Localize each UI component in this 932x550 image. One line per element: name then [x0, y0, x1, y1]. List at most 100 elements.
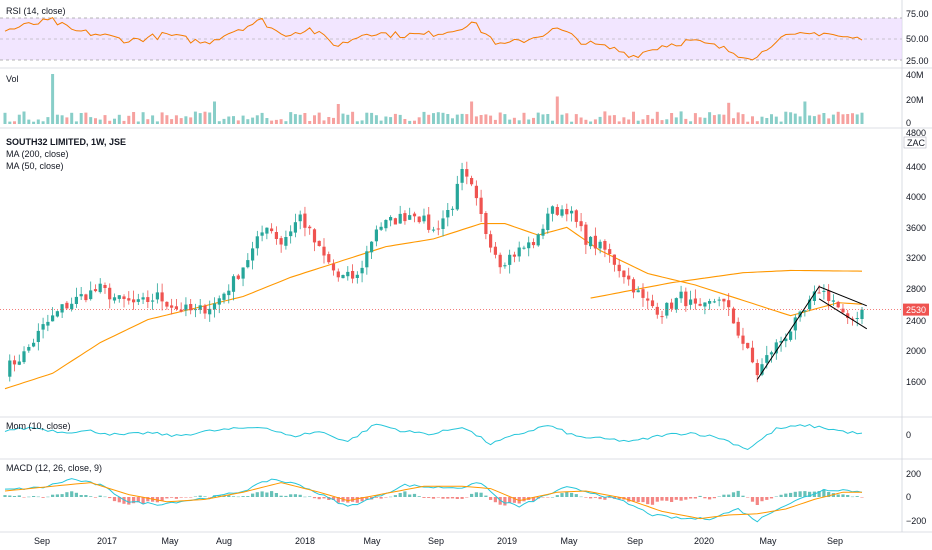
volume-bar [155, 121, 159, 124]
candle-body [389, 217, 393, 221]
macd-hist-bar [765, 497, 769, 500]
time-axis-label: Sep [627, 536, 643, 546]
volume-bar [274, 119, 278, 124]
volume-bar [674, 117, 678, 124]
volume-bar [27, 119, 31, 124]
macd-hist-bar [479, 492, 483, 497]
macd-hist-bar [236, 496, 240, 498]
rsi-tick-50: 50.00 [906, 34, 929, 44]
volume-bar [79, 113, 83, 124]
macd-hist-bar [446, 497, 450, 499]
time-axis[interactable]: Sep 2017 May Aug 2018 May Sep 2019 May Sep 2020 May… [34, 536, 843, 546]
candle-body [769, 352, 774, 355]
macd-hist-bar [27, 496, 31, 498]
time-axis-label: Sep [34, 536, 50, 546]
volume-bar [70, 112, 74, 124]
macd-hist-bar [46, 496, 50, 498]
candle-body [584, 224, 588, 245]
candle-body [784, 338, 788, 342]
candle-body [60, 304, 64, 313]
macd-hist-bar [846, 495, 850, 497]
candle-body [517, 247, 521, 257]
volume-bar [289, 112, 293, 124]
candle-body [132, 299, 136, 303]
candle-body [817, 292, 821, 294]
candle-body [765, 355, 769, 363]
candle-body [279, 238, 283, 245]
volume-bar [46, 117, 50, 124]
time-axis-label: May [363, 536, 381, 546]
volume-bar [522, 112, 526, 124]
candle-body [712, 301, 716, 303]
macd-hist-bar [574, 494, 578, 497]
candle-body [655, 306, 659, 315]
macd-hist-bar [174, 497, 178, 499]
candle-body [41, 324, 45, 330]
candle-body [322, 246, 326, 256]
candle-body [779, 341, 783, 343]
volume-bar [327, 117, 331, 124]
candle-body [574, 210, 578, 222]
macd-hist-bar [365, 497, 369, 500]
rsi-line [4, 16, 863, 61]
macd-hist-bar [17, 495, 21, 497]
volume-bar [812, 116, 816, 124]
volume-bar [793, 113, 797, 124]
candle-body [441, 218, 445, 229]
macd-hist-bar [170, 497, 174, 498]
macd-hist-bar [398, 493, 402, 497]
candle-body [850, 318, 855, 320]
candle-body [579, 221, 583, 227]
candle-body [189, 304, 193, 311]
volume-pane[interactable]: Vol 40M 20M 0 [3, 70, 924, 128]
volume-bar [336, 104, 340, 124]
macd-hist-bar [684, 497, 688, 500]
volume-bar [251, 117, 255, 124]
volume-bar [265, 118, 269, 124]
macd-hist-bar [293, 494, 297, 497]
candle-body [289, 231, 293, 237]
volume-bar [122, 120, 126, 124]
volume-bar [160, 112, 164, 124]
currency-box[interactable] [903, 136, 927, 149]
candle-body [536, 234, 540, 246]
volume-bar [765, 118, 769, 124]
volume-bar [189, 117, 193, 124]
macd-pane[interactable]: MACD (12, 26, close, 9) 200 0 −200 [3, 463, 926, 526]
volume-bar [170, 119, 174, 124]
rsi-pane[interactable]: RSI (14, close) 75.00 50.00 25.00 [0, 6, 929, 66]
candle-body [722, 298, 726, 302]
volume-bar [479, 115, 483, 124]
candle-body [570, 210, 574, 214]
momentum-pane[interactable]: Mom (10, close) 0 [4, 421, 911, 451]
volume-bar [498, 112, 502, 124]
macd-hist-bar [798, 491, 802, 497]
volume-bar [555, 96, 559, 124]
macd-hist-bar [655, 497, 659, 502]
macd-hist-bar [755, 497, 759, 505]
volume-bar [551, 120, 554, 124]
macd-hist-bar [760, 497, 764, 502]
macd-hist-bar [650, 497, 655, 505]
macd-hist-bar [79, 495, 83, 497]
candle-body [731, 308, 736, 324]
volume-bar [436, 112, 440, 124]
candle-body [265, 227, 269, 234]
candle-body [836, 301, 840, 308]
candle-body [384, 220, 388, 229]
candle-body [841, 308, 845, 313]
candle-body [8, 360, 12, 377]
volume-tick-20m: 20M [906, 95, 924, 105]
candle-body [612, 254, 616, 265]
price-pane[interactable]: SOUTH32 LIMITED, 1W, JSE MA (200, close)… [0, 128, 929, 390]
macd-hist-bar [108, 497, 112, 499]
macd-hist-bar [860, 497, 864, 498]
candle-body [308, 226, 312, 229]
candle-body [689, 299, 693, 305]
candle-body [293, 222, 297, 233]
macd-hist-bar [708, 497, 712, 500]
macd-hist-bar [412, 493, 417, 497]
volume-bar [193, 111, 197, 124]
candle-body [803, 310, 807, 312]
